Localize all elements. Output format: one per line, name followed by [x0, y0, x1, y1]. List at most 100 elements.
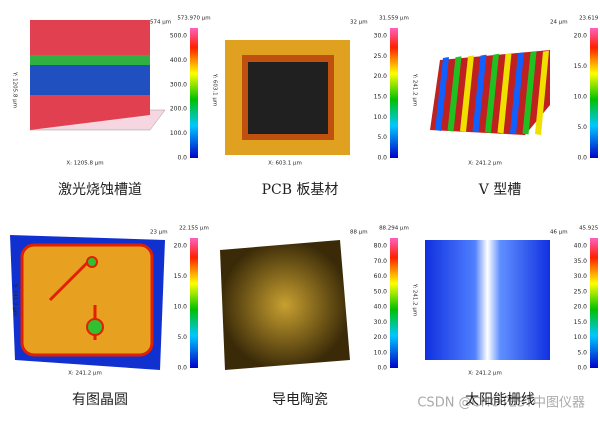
colorbar-tick: 15.0 [574, 63, 588, 70]
y-axis-label: Y: 603.1 µm [212, 73, 218, 107]
colorbar [590, 28, 598, 158]
colorbar-tick: 10.0 [574, 94, 588, 101]
x-axis-label: X: 603.1 µm [268, 161, 302, 167]
colorbar [590, 238, 598, 368]
colorbar-max: 45.925 µm [579, 226, 600, 232]
colorbar-max: 88.294 µm [379, 226, 409, 232]
colorbar-tick: 200.0 [170, 106, 187, 113]
y-axis-label: Y: 241.2 µm [412, 283, 418, 317]
groove [435, 57, 449, 131]
caption: 有图晶圆 [72, 392, 128, 408]
panel: 太阳能栅线 45.925 µm 40.0 35.0 30.0 25.0 20.0 15.0 10… [412, 226, 600, 409]
surface-top [30, 95, 150, 130]
colorbar-tick: 20.0 [374, 334, 388, 341]
colorbar-tick: 10.0 [174, 304, 188, 311]
colorbar-tick: 0.0 [177, 155, 187, 162]
caption: 导电陶瓷 [272, 392, 328, 408]
z-axis-label: 88 µm [350, 230, 368, 236]
colorbar [190, 28, 198, 158]
colorbar-tick: 5.0 [177, 334, 187, 341]
caption: V 型槽 [478, 182, 522, 198]
wafer-pad [86, 318, 104, 336]
z-axis-label: 46 µm [550, 230, 568, 236]
surface-top [30, 20, 150, 55]
x-axis-label: X: 241.2 µm [468, 371, 502, 377]
colorbar-tick: 15.0 [374, 94, 388, 101]
colorbar-tick: 25.0 [574, 288, 588, 295]
wafer-die [20, 243, 154, 357]
colorbar [190, 238, 198, 368]
y-axis-label: Y: 241.2 µm [12, 283, 18, 317]
x-axis-label: X: 241.2 µm [68, 371, 102, 377]
groove [447, 56, 462, 132]
panel: PCB 板基材 31.559 µm 30.0 25.0 20.0 15.0 10.0 5.0 0… [212, 16, 409, 199]
colorbar-tick: 0.0 [577, 155, 587, 162]
groove [460, 55, 474, 132]
y-axis-label: Y: 241.2 µm [412, 73, 418, 107]
colorbar-tick: 20.0 [574, 33, 588, 40]
groove [510, 52, 524, 135]
colorbar [390, 28, 398, 158]
colorbar-tick: 0.0 [177, 365, 187, 372]
colorbar-tick: 500.0 [170, 33, 187, 40]
y-axis-label: Y: 1205.8 µm [12, 71, 18, 108]
colorbar-tick: 300.0 [170, 81, 187, 88]
watermark: CSDN @CHOTEST中图仪器 [417, 396, 585, 411]
colorbar-tick: 50.0 [374, 288, 388, 295]
groove [497, 53, 512, 134]
colorbar-tick: 40.0 [374, 304, 388, 311]
colorbar-tick: 10.0 [374, 349, 388, 356]
groove [522, 51, 537, 135]
x-axis-label: X: 241.2 µm [468, 161, 502, 167]
colorbar-tick: 40.0 [574, 243, 588, 250]
colorbar-max: 22.155 µm [179, 226, 209, 232]
caption: PCB 板基材 [262, 181, 339, 198]
colorbar-max: 23.619 µm [579, 16, 600, 22]
colorbar-max: 31.559 µm [379, 16, 409, 22]
groove [535, 50, 549, 135]
panel: 有图晶圆 22.155 µm 20.0 15.0 10.0 5.0 0.0 X: 241.2 … [10, 226, 209, 408]
z-axis-label: 24 µm [550, 20, 568, 26]
colorbar-tick: 30.0 [374, 319, 388, 326]
colorbar-tick: 5.0 [377, 134, 387, 141]
surface-pad [248, 62, 328, 134]
colorbar-tick: 30.0 [374, 33, 388, 40]
colorbar-tick: 10.0 [374, 114, 388, 121]
colorbar [390, 238, 398, 368]
colorbar-tick: 5.0 [577, 349, 587, 356]
colorbar-tick: 20.0 [174, 243, 188, 250]
panel: 导电陶瓷 88.294 µm 80.0 70.0 60.0 50.0 40.0 30.0 20.… [220, 226, 409, 408]
colorbar-max: 573.970 µm [177, 16, 210, 22]
z-axis-label: 23 µm [150, 230, 168, 236]
colorbar-tick: 0.0 [377, 155, 387, 162]
caption: 太阳能栅线 [465, 392, 535, 408]
surface-groove-edge [30, 55, 150, 65]
colorbar-tick: 15.0 [574, 319, 588, 326]
caption: 激光烧蚀槽道 [58, 181, 142, 198]
panel: 激光烧蚀槽道 573.970 µm 500.0 400.0 300.0 200.0 100.… [12, 16, 211, 199]
colorbar-tick: 70.0 [374, 258, 388, 265]
z-axis-label: 574 µm [150, 20, 171, 26]
colorbar-tick: 400.0 [170, 57, 187, 64]
groove [485, 53, 499, 133]
colorbar-tick: 60.0 [374, 273, 388, 280]
colorbar-tick: 5.0 [577, 124, 587, 131]
surface [220, 240, 350, 370]
colorbar-tick: 10.0 [574, 334, 588, 341]
surface [425, 240, 550, 360]
panel: V 型槽 23.619 µm 20.0 15.0 10.0 5.0 0.0 X: 241.2 … [412, 16, 600, 199]
colorbar-tick: 25.0 [374, 53, 388, 60]
colorbar-tick: 15.0 [174, 273, 188, 280]
colorbar-tick: 0.0 [577, 365, 587, 372]
z-axis-label: 32 µm [350, 20, 368, 26]
groove [472, 54, 487, 133]
colorbar-tick: 100.0 [170, 130, 187, 137]
colorbar-tick: 35.0 [574, 258, 588, 265]
x-axis-label: X: 1205.8 µm [66, 161, 103, 167]
colorbar-tick: 20.0 [374, 73, 388, 80]
colorbar-tick: 0.0 [377, 365, 387, 372]
colorbar-tick: 30.0 [574, 273, 588, 280]
colorbar-tick: 20.0 [574, 304, 588, 311]
wafer-pad [86, 256, 98, 268]
